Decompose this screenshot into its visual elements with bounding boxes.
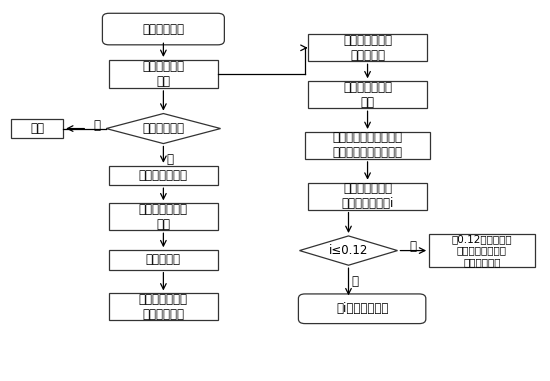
Bar [429, 234, 535, 267]
Text: 栅格化点云数据: 栅格化点云数据 [139, 169, 188, 182]
Text: 利用趋势面滤波
滤除非地面点: 利用趋势面滤波 滤除非地面点 [139, 293, 188, 321]
Text: 否: 否 [93, 119, 100, 133]
Text: 读取回波次数
信息: 读取回波次数 信息 [142, 60, 184, 88]
Text: 滤除: 滤除 [30, 122, 44, 135]
Text: 拟合趋势面: 拟合趋势面 [146, 253, 181, 266]
Text: 符合地面特征: 符合地面特征 [142, 122, 184, 135]
Bar [307, 81, 427, 108]
Text: 激光点云数据: 激光点云数据 [142, 22, 184, 35]
Bar [307, 182, 427, 210]
Polygon shape [106, 114, 221, 144]
Text: 求栅格中心点对
应曲面切面坡度i: 求栅格中心点对 应曲面切面坡度i [342, 182, 394, 210]
Text: 否: 否 [410, 240, 417, 253]
FancyBboxPatch shape [102, 13, 224, 45]
Bar [109, 166, 218, 185]
Polygon shape [300, 236, 398, 265]
Text: i≤0.12: i≤0.12 [329, 244, 368, 257]
Bar [109, 60, 218, 88]
Text: 拟合各栅格局部
曲面: 拟合各栅格局部 曲面 [343, 81, 392, 109]
Bar [109, 203, 218, 230]
Text: 最小二乘法求栅格中心
点对应曲面切面法向量: 最小二乘法求栅格中心 点对应曲面切面法向量 [333, 131, 403, 159]
FancyBboxPatch shape [299, 294, 426, 323]
Bar [305, 132, 430, 159]
Text: 将i赋值给该栅格: 将i赋值给该栅格 [336, 302, 388, 315]
Text: 内插栅格中心点
高程: 内插栅格中心点 高程 [139, 203, 188, 231]
Bar [109, 250, 218, 270]
Text: 精细栅格化滤波
后点云数据: 精细栅格化滤波 后点云数据 [343, 34, 392, 62]
Text: 是: 是 [167, 153, 173, 166]
Text: 是: 是 [351, 275, 359, 288]
Text: 将0.12赋值给该栅
格，并标注该栅格
为非道路栅格: 将0.12赋值给该栅 格，并标注该栅格 为非道路栅格 [452, 234, 512, 267]
Bar [11, 119, 63, 138]
Bar [307, 34, 427, 61]
Bar [109, 293, 218, 320]
